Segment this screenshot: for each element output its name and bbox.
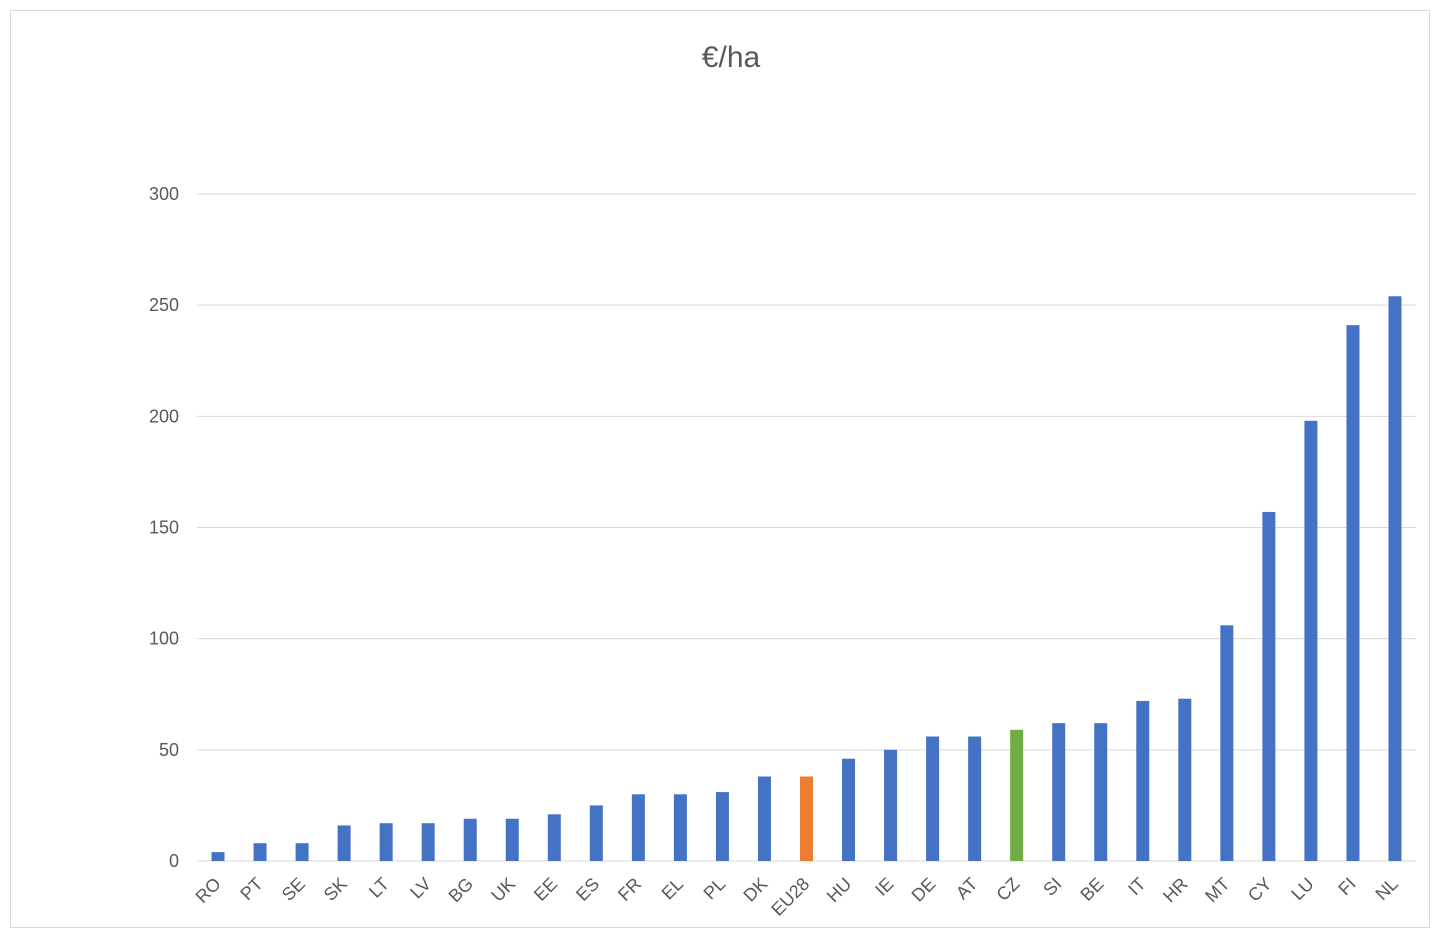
bar-ie bbox=[884, 749, 898, 861]
bar-eu28 bbox=[800, 776, 813, 861]
x-tick-label: LT bbox=[365, 874, 393, 902]
bar-fi bbox=[1346, 325, 1360, 862]
bar-lu bbox=[1304, 420, 1318, 861]
x-tick-label: UK bbox=[487, 874, 519, 906]
gridlines bbox=[197, 193, 1416, 862]
x-tick-label: PT bbox=[236, 874, 266, 904]
bar-el bbox=[673, 794, 687, 861]
y-tick-label: 200 bbox=[149, 406, 179, 426]
x-tick-label: LU bbox=[1287, 874, 1317, 904]
x-tick-label: MT bbox=[1201, 874, 1234, 907]
x-tick-label: FR bbox=[614, 874, 645, 905]
bar-chart: €/ha 0 50 100 150 200 250 300 RO PT SE SK LT LV BG UK… bbox=[149, 41, 1416, 920]
x-tick-label: BE bbox=[1076, 874, 1107, 905]
bar-ee bbox=[547, 814, 561, 861]
bars bbox=[211, 296, 1402, 862]
y-axis-ticks: 0 50 100 150 200 250 300 bbox=[149, 184, 179, 871]
bar-hr bbox=[1178, 698, 1192, 861]
x-tick-label: EE bbox=[530, 874, 561, 905]
x-tick-label: EU28 bbox=[767, 874, 813, 920]
x-tick-label: SE bbox=[278, 874, 309, 905]
x-tick-label: CY bbox=[1244, 874, 1276, 906]
x-tick-label: EL bbox=[658, 874, 688, 904]
bar-cz bbox=[1010, 729, 1024, 861]
x-tick-label: LV bbox=[406, 874, 435, 903]
y-tick-label: 0 bbox=[169, 851, 179, 871]
bar-pt bbox=[253, 843, 267, 861]
x-tick-label: BG bbox=[445, 874, 478, 907]
y-tick-label: 100 bbox=[149, 629, 179, 649]
bar-se bbox=[295, 843, 309, 861]
bar-pl bbox=[715, 792, 729, 861]
bar-de bbox=[926, 736, 940, 861]
chart-title: €/ha bbox=[702, 41, 761, 74]
bar-it bbox=[1136, 700, 1150, 861]
bar-at bbox=[968, 736, 982, 861]
bar-ro bbox=[211, 852, 225, 861]
bar-nl bbox=[1388, 296, 1402, 862]
x-tick-label: ES bbox=[572, 874, 603, 905]
bar-es bbox=[589, 805, 603, 861]
y-tick-label: 50 bbox=[159, 740, 179, 760]
bar-cy bbox=[1262, 511, 1276, 861]
x-tick-label: HR bbox=[1159, 874, 1192, 907]
bar-be bbox=[1094, 723, 1108, 861]
x-tick-label: IE bbox=[871, 874, 897, 900]
x-tick-label: NL bbox=[1371, 874, 1401, 904]
x-tick-label: PL bbox=[700, 874, 730, 904]
chart-frame: €/ha 0 50 100 150 200 250 300 RO PT SE SK LT LV BG UK… bbox=[10, 10, 1430, 928]
bar-hu bbox=[842, 758, 856, 861]
bar-si bbox=[1052, 723, 1066, 861]
x-tick-label: RO bbox=[192, 874, 225, 907]
x-tick-label: AT bbox=[952, 874, 981, 903]
bar-dk bbox=[757, 776, 771, 861]
bar-bg bbox=[463, 818, 477, 861]
bar-sk bbox=[337, 825, 351, 861]
bar-mt bbox=[1220, 625, 1234, 861]
bar-fr bbox=[631, 794, 645, 861]
y-tick-label: 250 bbox=[149, 295, 179, 315]
bar-uk bbox=[505, 818, 519, 861]
bar-lv bbox=[421, 823, 435, 861]
bar-lt bbox=[379, 823, 393, 861]
x-tick-label: FI bbox=[1334, 874, 1359, 899]
y-tick-label: 150 bbox=[149, 518, 179, 538]
x-tick-label: DE bbox=[908, 874, 940, 906]
x-tick-label: DK bbox=[739, 874, 771, 906]
x-tick-label: HU bbox=[823, 874, 856, 907]
x-tick-label: SI bbox=[1039, 874, 1065, 900]
x-tick-label: CZ bbox=[992, 874, 1023, 905]
y-tick-label: 300 bbox=[149, 184, 179, 204]
x-tick-label: IT bbox=[1124, 874, 1149, 899]
x-tick-label: SK bbox=[320, 874, 351, 905]
